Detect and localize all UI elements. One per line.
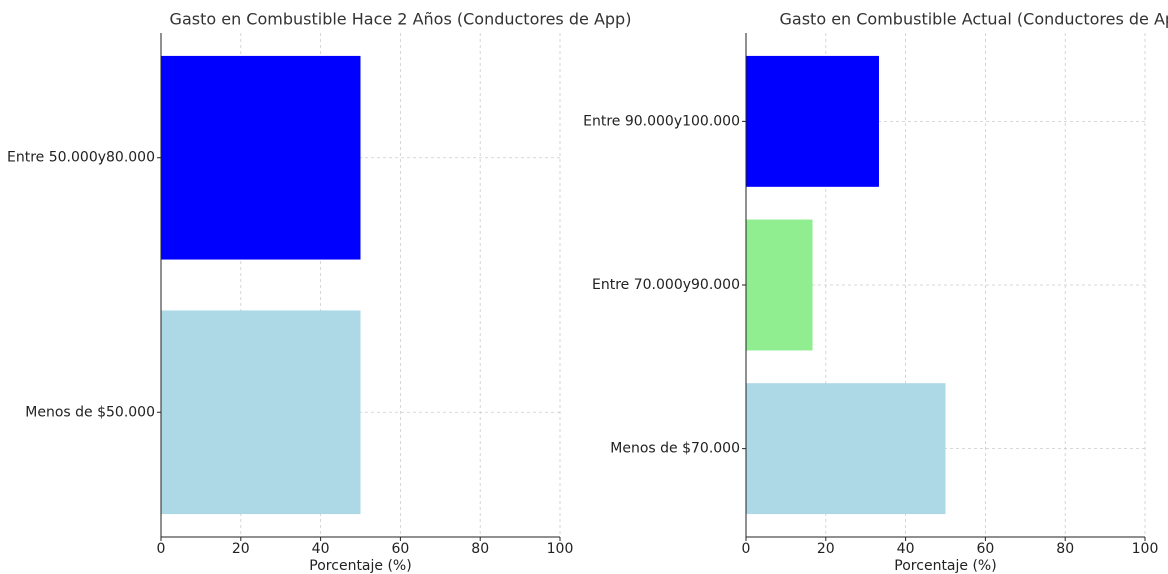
x-tick-label: 20 <box>817 541 835 557</box>
y-tick-label: Entre 50.000y80.000 <box>7 150 155 166</box>
bar <box>746 55 879 187</box>
x-tick-label: 60 <box>976 541 994 557</box>
bar <box>746 219 813 351</box>
x-tick-label: 20 <box>232 541 250 557</box>
x-tick-label: 40 <box>312 541 330 557</box>
y-tick-label: Menos de $70.000 <box>610 441 740 457</box>
x-tick-label: 60 <box>391 541 409 557</box>
y-tick-label: Menos de $50.000 <box>25 404 155 420</box>
x-tick-label: 100 <box>1132 541 1159 557</box>
x-tick-label: 0 <box>157 541 166 557</box>
chart-title: Gasto en Combustible Hace 2 Años (Conduc… <box>170 10 632 29</box>
bar <box>746 383 946 515</box>
x-axis-label: Porcentaje (%) <box>309 558 411 574</box>
x-tick-label: 0 <box>742 541 751 557</box>
chart-title: Gasto en Combustible Actual (Conductores… <box>780 10 1168 29</box>
x-tick-label: 80 <box>471 541 489 557</box>
y-tick-label: Entre 90.000y100.000 <box>583 113 740 129</box>
y-tick-label: Entre 70.000y90.000 <box>592 277 740 293</box>
x-tick-label: 100 <box>547 541 574 557</box>
x-tick-label: 80 <box>1056 541 1074 557</box>
x-tick-label: 40 <box>897 541 915 557</box>
bar <box>161 55 361 260</box>
bar <box>161 310 361 515</box>
x-axis-label: Porcentaje (%) <box>894 558 996 574</box>
